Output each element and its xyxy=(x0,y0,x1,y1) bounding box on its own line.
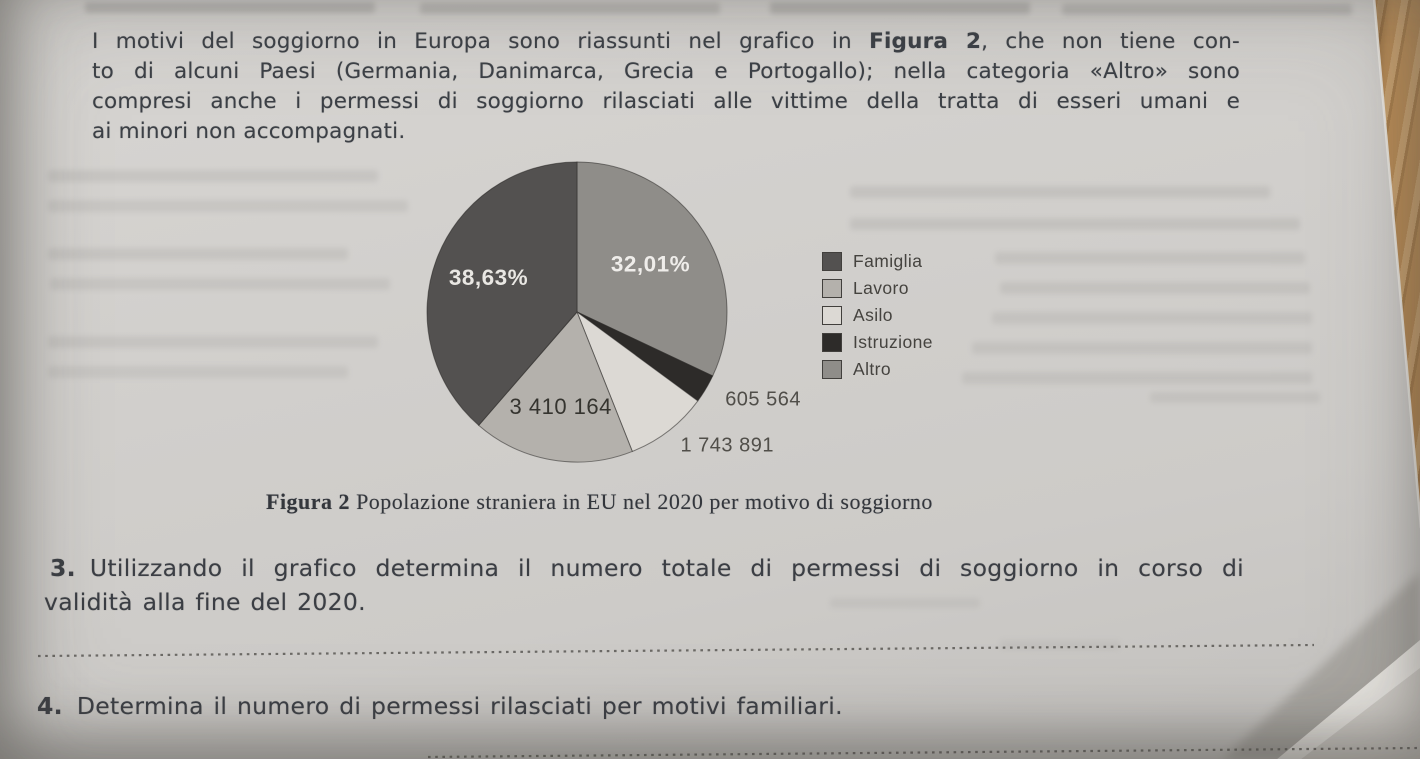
question-3: 3. Utilizzando il grafico determina il nu… xyxy=(44,551,1244,619)
legend-label: Lavoro xyxy=(853,278,909,298)
legend-item-altro: Altro xyxy=(822,356,933,383)
intro-line-4: ai minori non accompagnati. xyxy=(92,119,406,144)
question-3-text: Utilizzando il grafico determina il nume… xyxy=(89,554,1244,582)
question-3-number: 3. xyxy=(50,554,76,582)
intro-line-1: I motivi del soggiorno in Europa sono ri… xyxy=(92,27,1240,57)
bleedthrough-smudge xyxy=(48,366,348,378)
question-4-text: Determina il numero di permessi rilascia… xyxy=(76,692,843,720)
bleedthrough-smudge xyxy=(770,2,1030,14)
intro-line-3: compresi anche i permessi di soggiorno r… xyxy=(92,89,1240,114)
bleedthrough-smudge xyxy=(48,336,378,348)
legend-label: Asilo xyxy=(853,305,893,325)
bleedthrough-smudge xyxy=(995,252,1305,264)
legend-label: Altro xyxy=(853,359,891,379)
chart-legend: Famiglia Lavoro Asilo Istruzione Altro xyxy=(822,248,933,383)
question-3-line-2: validità alla fine del 2020. xyxy=(44,588,366,616)
bleedthrough-smudge xyxy=(850,186,1270,198)
question-3-line-1: 3. Utilizzando il grafico determina il nu… xyxy=(44,551,1244,585)
bleedthrough-smudge xyxy=(830,598,980,608)
bleedthrough-smudge xyxy=(420,3,720,14)
question-4-number: 4. xyxy=(37,692,63,720)
bleedthrough-smudge xyxy=(1000,282,1310,294)
legend-swatch-istruzione xyxy=(822,333,842,352)
legend-swatch-asilo xyxy=(822,306,842,325)
bleedthrough-smudge xyxy=(48,170,378,182)
bleedthrough-smudge xyxy=(50,278,390,290)
intro-text: , che non tiene con- xyxy=(981,29,1240,54)
figure-caption-text: Popolazione straniera in EU nel 2020 per… xyxy=(350,489,933,514)
bleedthrough-smudge xyxy=(48,248,348,260)
bleedthrough-smudge xyxy=(962,372,1312,384)
legend-item-istruzione: Istruzione xyxy=(822,329,933,356)
question-4: 4. Determina il numero di permessi rilasc… xyxy=(37,692,1377,720)
figura-2-bold: Figura 2 xyxy=(869,29,982,54)
legend-item-famiglia: Famiglia xyxy=(822,248,933,275)
legend-swatch-altro xyxy=(822,360,842,379)
legend-label: Istruzione xyxy=(853,332,933,352)
intro-line-2: to di alcuni Paesi (Germania, Danimarca,… xyxy=(92,59,1240,84)
legend-item-lavoro: Lavoro xyxy=(822,275,933,302)
bleedthrough-smudge xyxy=(972,342,1312,354)
legend-swatch-lavoro xyxy=(822,279,842,298)
bleedthrough-smudge xyxy=(85,2,375,13)
legend-item-asilo: Asilo xyxy=(822,302,933,329)
legend-label: Famiglia xyxy=(853,251,923,271)
bleedthrough-smudge xyxy=(850,218,1300,230)
figure-caption: Figura 2 Popolazione straniera in EU nel… xyxy=(266,489,933,515)
bleedthrough-smudge xyxy=(48,200,408,212)
bleedthrough-smudge xyxy=(1062,4,1352,15)
bleedthrough-smudge xyxy=(1150,392,1320,403)
bleedthrough-smudge xyxy=(1000,640,1120,650)
bleedthrough-smudge xyxy=(992,312,1312,324)
figure-caption-label: Figura 2 xyxy=(266,489,351,514)
intro-text: I motivi del soggiorno in Europa sono ri… xyxy=(92,29,870,54)
intro-paragraph: I motivi del soggiorno in Europa sono ri… xyxy=(92,27,1240,147)
legend-swatch-famiglia xyxy=(822,252,842,271)
